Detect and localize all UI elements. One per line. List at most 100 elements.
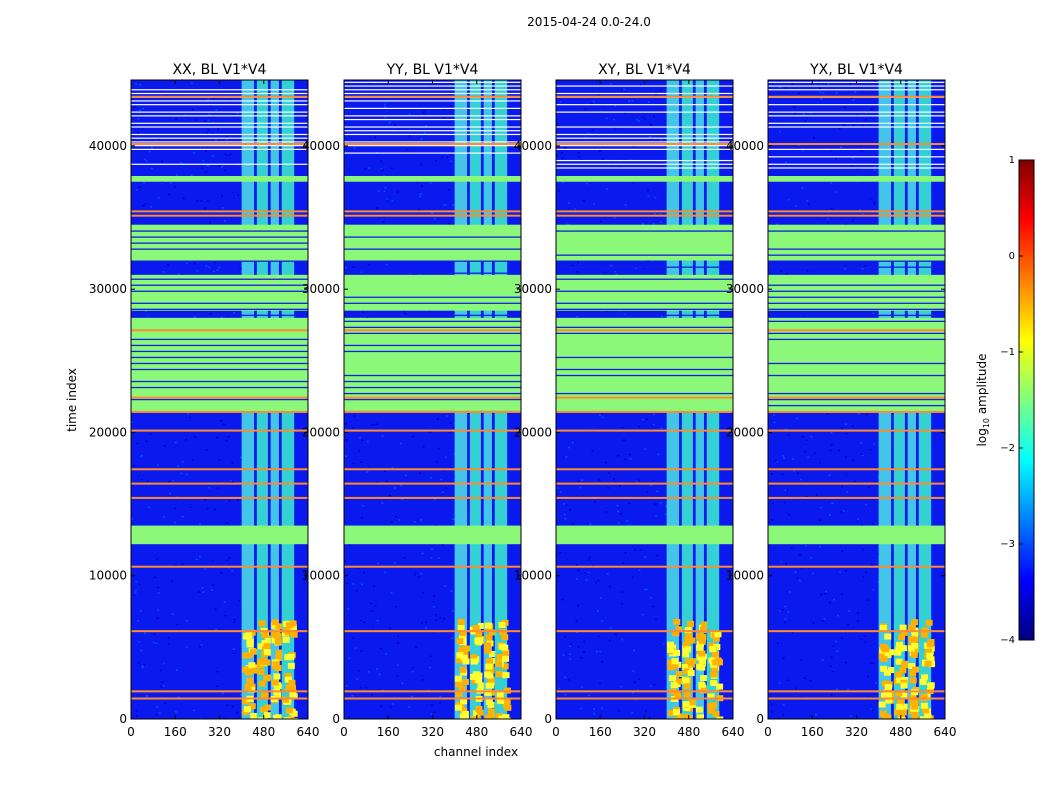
noise-cell (784, 605, 787, 608)
noise-cell (382, 221, 385, 223)
noise-cell (571, 441, 574, 444)
colorbar-label: log10 amplitude (975, 354, 991, 447)
noise-cell (787, 434, 790, 436)
flag-line (768, 690, 945, 693)
y-tick-label: 10000 (302, 569, 340, 583)
noise-cell (208, 266, 211, 269)
hot-spot (682, 713, 690, 719)
hot-spot (685, 632, 693, 639)
noise-cell (155, 558, 158, 561)
x-tick-label: 160 (589, 725, 612, 739)
noise-cell (587, 694, 590, 697)
noise-cell (873, 166, 876, 168)
noise-cell (373, 585, 376, 588)
noise-cell (425, 621, 428, 624)
noise-cell (800, 478, 802, 481)
hot-spot (895, 671, 903, 678)
noise-cell (804, 120, 807, 122)
hot-spot (684, 637, 692, 644)
noise-cell (660, 139, 662, 141)
hot-spot (285, 622, 293, 629)
noise-cell (344, 132, 347, 135)
noise-cell (656, 490, 659, 493)
noise-cell (411, 667, 414, 669)
gap-line (556, 92, 733, 95)
noise-cell (613, 118, 616, 121)
noise-cell (631, 100, 634, 102)
hot-spot (272, 718, 280, 719)
figure-title: 2015-04-24 0.0-24.0 (527, 15, 651, 29)
bright-time-range (131, 175, 308, 182)
panel-title: YY, BL V1*V4 (386, 62, 479, 78)
bright-time-range (768, 274, 945, 311)
noise-cell (345, 439, 348, 441)
gap-line (344, 92, 521, 95)
noise-cell (386, 198, 389, 200)
noise-cell (362, 311, 365, 313)
x-tick-label: 160 (377, 725, 400, 739)
dropout-line (344, 260, 521, 262)
noise-cell (435, 159, 437, 162)
noise-cell (809, 679, 812, 682)
noise-cell (869, 662, 872, 664)
dropout-line (556, 332, 733, 335)
x-tick-label: 320 (421, 725, 444, 739)
hot-spot (700, 687, 708, 694)
noise-cell (800, 567, 803, 569)
noise-cell (820, 97, 823, 100)
noise-cell (830, 449, 832, 452)
noise-cell (429, 477, 432, 479)
x-tick-label: 640 (934, 725, 957, 739)
noise-cell (873, 80, 876, 82)
hot-spot (887, 667, 895, 674)
flag-line (556, 143, 733, 146)
noise-cell (396, 191, 399, 193)
noise-cell (828, 474, 831, 477)
noise-cell (216, 670, 219, 673)
hot-spot (881, 680, 889, 687)
noise-cell (793, 106, 796, 108)
hot-spot (689, 699, 697, 706)
noise-cell (225, 522, 228, 524)
noise-cell (131, 130, 134, 132)
gap-line (344, 89, 521, 91)
noise-cell (174, 507, 177, 510)
hot-spot (671, 663, 679, 670)
noise-cell (366, 471, 369, 473)
noise-cell (445, 415, 448, 417)
gap-line (768, 111, 945, 113)
noise-cell (659, 221, 662, 223)
dropout-line (131, 302, 308, 304)
noise-cell (205, 449, 208, 451)
noise-cell (450, 160, 452, 163)
noise-cell (826, 413, 829, 415)
noise-cell (837, 614, 840, 617)
x-tick-label: 640 (722, 725, 745, 739)
noise-cell (208, 222, 211, 224)
noise-cell (216, 269, 219, 272)
hot-spot (899, 645, 907, 652)
gap-line (344, 133, 521, 136)
dropout-line (344, 248, 521, 250)
noise-cell (174, 521, 177, 524)
noise-cell (831, 502, 834, 504)
noise-cell (652, 423, 655, 426)
noise-cell (647, 101, 650, 103)
noise-cell (391, 703, 394, 705)
noise-cell (218, 165, 221, 167)
hot-spot (274, 665, 282, 672)
noise-cell (430, 713, 433, 715)
hot-spot (501, 644, 509, 651)
gap-line (768, 156, 945, 158)
noise-cell (173, 185, 176, 188)
hot-spot (263, 675, 271, 682)
hot-spot (901, 660, 909, 667)
noise-cell (601, 707, 603, 709)
hot-spot (673, 649, 681, 656)
noise-cell (353, 415, 356, 417)
hot-spot (908, 663, 916, 670)
noise-cell (661, 315, 664, 318)
noise-cell (571, 523, 574, 525)
noise-cell (567, 679, 570, 681)
noise-cell (237, 499, 240, 501)
